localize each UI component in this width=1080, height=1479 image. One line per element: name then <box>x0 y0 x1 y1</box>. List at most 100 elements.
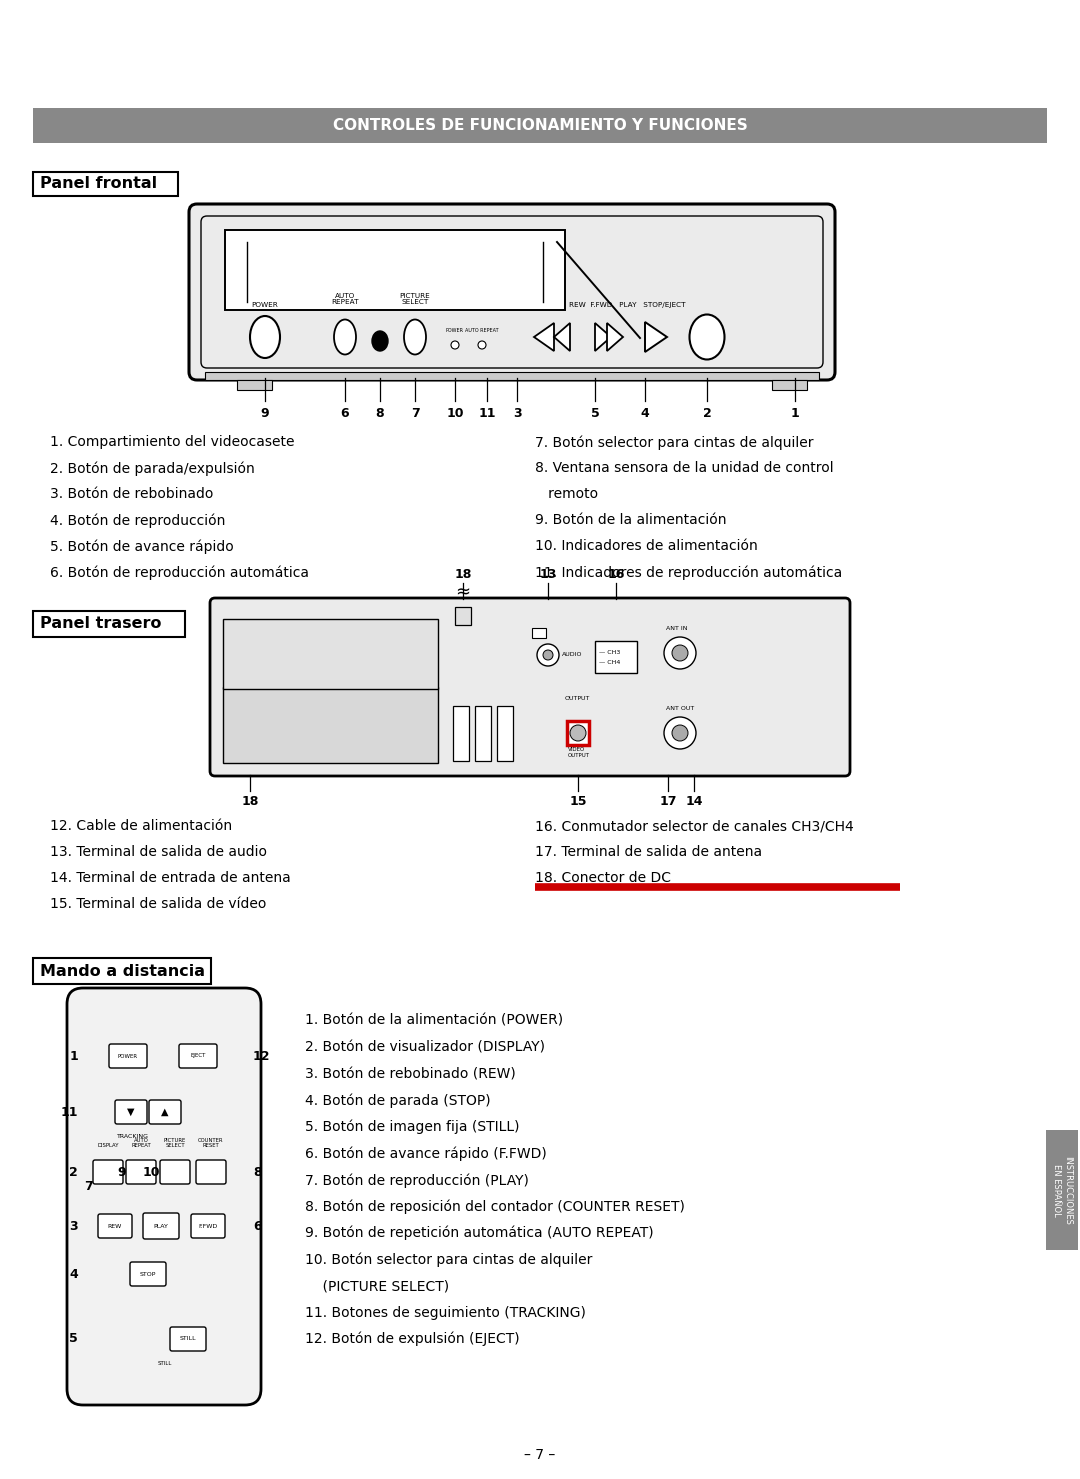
Text: 6. Botón de avance rápido (F.FWD): 6. Botón de avance rápido (F.FWD) <box>305 1146 546 1161</box>
Text: remoto: remoto <box>535 487 598 501</box>
Text: POWER: POWER <box>252 302 279 308</box>
Text: ≈: ≈ <box>456 583 471 600</box>
Text: 8. Botón de reposición del contador (COUNTER RESET): 8. Botón de reposición del contador (COU… <box>305 1199 685 1214</box>
Text: 2: 2 <box>703 407 712 420</box>
FancyBboxPatch shape <box>98 1214 132 1238</box>
FancyBboxPatch shape <box>195 1160 226 1185</box>
Text: 17. Terminal de salida de antena: 17. Terminal de salida de antena <box>535 845 762 859</box>
Text: AUTO
REPEAT: AUTO REPEAT <box>332 293 359 305</box>
Text: 17: 17 <box>659 796 677 808</box>
Text: Mando a distancia: Mando a distancia <box>40 963 205 979</box>
FancyBboxPatch shape <box>67 988 261 1405</box>
Text: 10. Indicadores de alimentación: 10. Indicadores de alimentación <box>535 538 758 553</box>
Text: 12. Botón de expulsión (EJECT): 12. Botón de expulsión (EJECT) <box>305 1333 519 1346</box>
Text: POWER: POWER <box>118 1053 138 1059</box>
Text: 11: 11 <box>478 407 496 420</box>
Text: AUTO REPEAT: AUTO REPEAT <box>465 328 499 333</box>
Text: PICTURE
SELECT: PICTURE SELECT <box>400 293 430 305</box>
Text: AUDIO: AUDIO <box>562 652 582 658</box>
Bar <box>497 705 513 762</box>
Text: 2. Botón de visualizador (DISPLAY): 2. Botón de visualizador (DISPLAY) <box>305 1041 545 1055</box>
Text: EJECT: EJECT <box>190 1053 205 1059</box>
Circle shape <box>451 342 459 349</box>
Circle shape <box>672 725 688 741</box>
Bar <box>453 705 469 762</box>
Text: ANT IN: ANT IN <box>666 626 688 632</box>
Text: 7. Botón de reproducción (PLAY): 7. Botón de reproducción (PLAY) <box>305 1173 529 1188</box>
Text: 4. Botón de parada (STOP): 4. Botón de parada (STOP) <box>305 1093 490 1108</box>
Text: 16: 16 <box>607 568 624 581</box>
FancyBboxPatch shape <box>109 1044 147 1068</box>
Text: 11. Botones de seguimiento (TRACKING): 11. Botones de seguimiento (TRACKING) <box>305 1306 585 1319</box>
FancyBboxPatch shape <box>130 1262 166 1287</box>
Text: 2. Botón de parada/expulsión: 2. Botón de parada/expulsión <box>50 461 255 476</box>
Polygon shape <box>554 322 570 351</box>
Text: — CH4: — CH4 <box>599 661 620 666</box>
Text: 18: 18 <box>241 796 259 808</box>
FancyBboxPatch shape <box>126 1160 156 1185</box>
Bar <box>455 606 471 626</box>
Polygon shape <box>534 322 554 351</box>
Text: 18. Conector de DC: 18. Conector de DC <box>535 871 671 884</box>
Text: (PICTURE SELECT): (PICTURE SELECT) <box>305 1279 449 1293</box>
Circle shape <box>537 643 559 666</box>
Text: STILL: STILL <box>158 1361 172 1367</box>
Text: — CH3: — CH3 <box>599 651 620 655</box>
Text: 2: 2 <box>69 1165 78 1179</box>
Bar <box>33 172 178 197</box>
FancyBboxPatch shape <box>160 1160 190 1185</box>
FancyBboxPatch shape <box>143 1213 179 1239</box>
Circle shape <box>570 725 586 741</box>
Text: 9. Botón de la alimentación: 9. Botón de la alimentación <box>535 513 727 527</box>
Text: 10: 10 <box>143 1165 160 1179</box>
Text: 6: 6 <box>340 407 349 420</box>
Text: 14: 14 <box>685 796 703 808</box>
Text: CONTROLES DE FUNCIONAMIENTO Y FUNCIONES: CONTROLES DE FUNCIONAMIENTO Y FUNCIONES <box>333 117 747 133</box>
Bar <box>222 688 438 763</box>
Bar <box>222 620 438 689</box>
Text: 13. Terminal de salida de audio: 13. Terminal de salida de audio <box>50 845 267 859</box>
Text: 18: 18 <box>455 568 472 581</box>
Text: 16. Conmutador selector de canales CH3/CH4: 16. Conmutador selector de canales CH3/C… <box>535 819 854 833</box>
Text: 5. Botón de avance rápido: 5. Botón de avance rápido <box>50 538 233 553</box>
Polygon shape <box>645 322 667 352</box>
Circle shape <box>664 717 696 748</box>
Bar <box>237 380 272 390</box>
Bar <box>33 958 211 984</box>
FancyBboxPatch shape <box>191 1214 225 1238</box>
Text: 9. Botón de repetición automática (AUTO REPEAT): 9. Botón de repetición automática (AUTO … <box>305 1226 653 1241</box>
FancyBboxPatch shape <box>114 1100 147 1124</box>
Ellipse shape <box>249 317 280 358</box>
FancyBboxPatch shape <box>210 598 850 776</box>
Text: 12: 12 <box>253 1050 270 1062</box>
Polygon shape <box>607 322 623 351</box>
FancyBboxPatch shape <box>179 1044 217 1068</box>
FancyBboxPatch shape <box>189 204 835 380</box>
Text: 4. Botón de reproducción: 4. Botón de reproducción <box>50 513 226 528</box>
Bar <box>33 611 185 637</box>
Text: 10: 10 <box>446 407 463 420</box>
Polygon shape <box>595 322 611 351</box>
Bar <box>205 373 819 380</box>
Text: 8: 8 <box>376 407 384 420</box>
Text: 9: 9 <box>260 407 269 420</box>
Circle shape <box>664 637 696 669</box>
Text: 8. Ventana sensora de la unidad de control: 8. Ventana sensora de la unidad de contr… <box>535 461 834 475</box>
Text: AUTO
REPEAT: AUTO REPEAT <box>131 1137 151 1148</box>
Text: STILL: STILL <box>179 1337 197 1341</box>
Text: 5. Botón de imagen fija (STILL): 5. Botón de imagen fija (STILL) <box>305 1120 519 1134</box>
Text: 12. Cable de alimentación: 12. Cable de alimentación <box>50 819 232 833</box>
Text: 4: 4 <box>69 1268 78 1281</box>
Text: PLAY: PLAY <box>153 1223 168 1229</box>
Text: 3: 3 <box>513 407 522 420</box>
Text: ▼: ▼ <box>127 1106 135 1117</box>
Text: 13: 13 <box>539 568 556 581</box>
Text: – 7 –: – 7 – <box>525 1448 555 1463</box>
Text: F.FWD: F.FWD <box>199 1223 218 1229</box>
Bar <box>1047 1130 1078 1250</box>
Text: COUNTER
RESET: COUNTER RESET <box>199 1137 224 1148</box>
FancyBboxPatch shape <box>170 1327 206 1350</box>
Text: POWER: POWER <box>446 328 464 333</box>
Text: 5: 5 <box>591 407 599 420</box>
Text: 5: 5 <box>69 1333 78 1346</box>
